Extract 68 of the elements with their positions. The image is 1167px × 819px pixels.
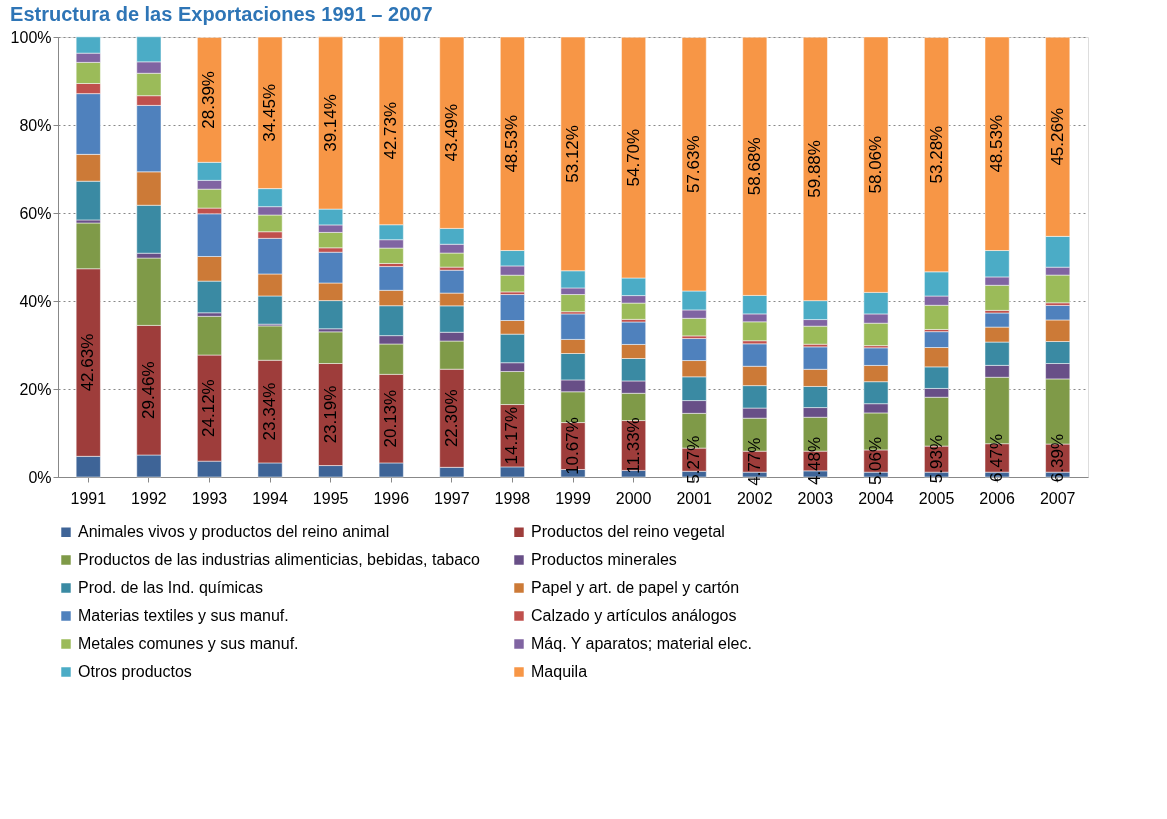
x-tick-label: 1992 [131, 489, 167, 507]
legend-label: Productos minerales [531, 551, 677, 568]
legend-label: Metales comunes y sus manuf. [78, 635, 299, 652]
data-label: 59.88% [805, 140, 825, 198]
x-tick-label: 2003 [797, 489, 834, 507]
data-label: 58.68% [744, 137, 764, 196]
x-tick-label: 1999 [555, 489, 591, 507]
data-label: 4.48% [805, 436, 825, 486]
data-label: 54.70% [623, 128, 643, 187]
y-tick-label: 60% [19, 204, 52, 222]
data-label: 45.26% [1047, 107, 1067, 166]
x-tick-label: 2000 [615, 489, 652, 507]
x-tick-label: 1991 [70, 489, 107, 507]
y-tick-label: 100% [10, 28, 52, 46]
data-label: 6.47% [987, 433, 1007, 483]
legend-label: Animales vivos y productos del reino animal [78, 523, 390, 541]
data-label: 23.19% [320, 385, 340, 444]
data-label: 20.13% [381, 389, 401, 448]
data-label: 53.12% [563, 125, 582, 183]
legend-label: Productos del reino vegetal [531, 523, 725, 541]
data-label: 5.27% [684, 435, 704, 484]
legend-label: Maquila [531, 663, 588, 680]
legend-label: Productos de las industrias alimenticias, bebidas, tabaco [78, 551, 481, 568]
legend-label: Materias textiles y sus manuf. [78, 607, 289, 624]
x-tick-label: 2007 [1039, 489, 1076, 507]
x-tick-label: 1995 [312, 489, 349, 507]
data-label: 14.17% [502, 406, 522, 465]
data-label: 58.06% [865, 135, 885, 194]
data-label: 24.12% [199, 379, 219, 437]
data-label: 23.34% [260, 382, 280, 441]
x-tick-label: 1994 [252, 489, 288, 507]
y-tick-label: 40% [19, 292, 52, 310]
data-label: 28.39% [199, 71, 219, 129]
data-label: 48.53% [502, 114, 522, 173]
data-label: 22.30% [441, 389, 461, 448]
data-label: 34.45% [260, 84, 280, 142]
x-tick-label: 2006 [979, 489, 1016, 507]
data-label: 11.33% [623, 417, 643, 474]
data-label: 42.73% [381, 101, 401, 160]
data-label: 42.63% [78, 333, 98, 392]
x-tick-label: 2001 [676, 489, 713, 507]
data-label: 48.53% [987, 114, 1007, 173]
data-label: 29.46% [138, 361, 158, 420]
x-tick-label: 1996 [373, 489, 410, 507]
data-label: 57.63% [684, 135, 704, 194]
legend-label: Papel y art. de papel y cartón [531, 579, 740, 596]
legend-label: Otros productos [78, 663, 192, 680]
x-tick-label: 1998 [494, 489, 531, 507]
legend-label: Prod. de las Ind. químicas [78, 579, 263, 596]
data-label: 53.28% [926, 125, 946, 184]
x-tick-label: 1993 [191, 489, 228, 507]
x-tick-label: 1997 [434, 489, 470, 507]
data-label: 5.93% [926, 435, 946, 484]
data-label: 39.14% [320, 94, 340, 152]
data-label: 43.49% [441, 103, 461, 162]
data-label: 4.77% [744, 437, 764, 486]
x-tick-label: 2005 [918, 489, 955, 507]
data-label: 10.67% [563, 417, 582, 475]
legend-label: Máq. Y aparatos; material elec. [531, 635, 752, 652]
data-label: 5.06% [865, 436, 885, 486]
x-tick-label: 2002 [736, 489, 773, 507]
data-label: 6.39% [1047, 434, 1067, 483]
legend-label: Calzado y artículos análogos [531, 607, 737, 624]
chart-title: Estructura de las Exportaciones 1991 – 2007 [10, 3, 433, 25]
y-tick-label: 20% [19, 380, 52, 398]
y-tick-label: 0% [28, 468, 52, 486]
x-tick-label: 2004 [858, 489, 894, 507]
y-tick-label: 80% [19, 116, 52, 134]
